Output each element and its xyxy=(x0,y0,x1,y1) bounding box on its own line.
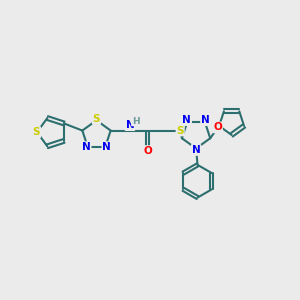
Text: N: N xyxy=(182,115,191,125)
Text: H: H xyxy=(132,116,140,125)
Text: S: S xyxy=(93,114,100,124)
Text: O: O xyxy=(213,122,222,132)
Text: S: S xyxy=(176,125,184,136)
Text: N: N xyxy=(102,142,111,152)
Text: N: N xyxy=(201,115,210,125)
Text: N: N xyxy=(126,120,134,130)
Text: N: N xyxy=(82,142,91,152)
Text: S: S xyxy=(33,127,40,137)
Text: O: O xyxy=(143,146,152,156)
Text: N: N xyxy=(192,145,200,155)
